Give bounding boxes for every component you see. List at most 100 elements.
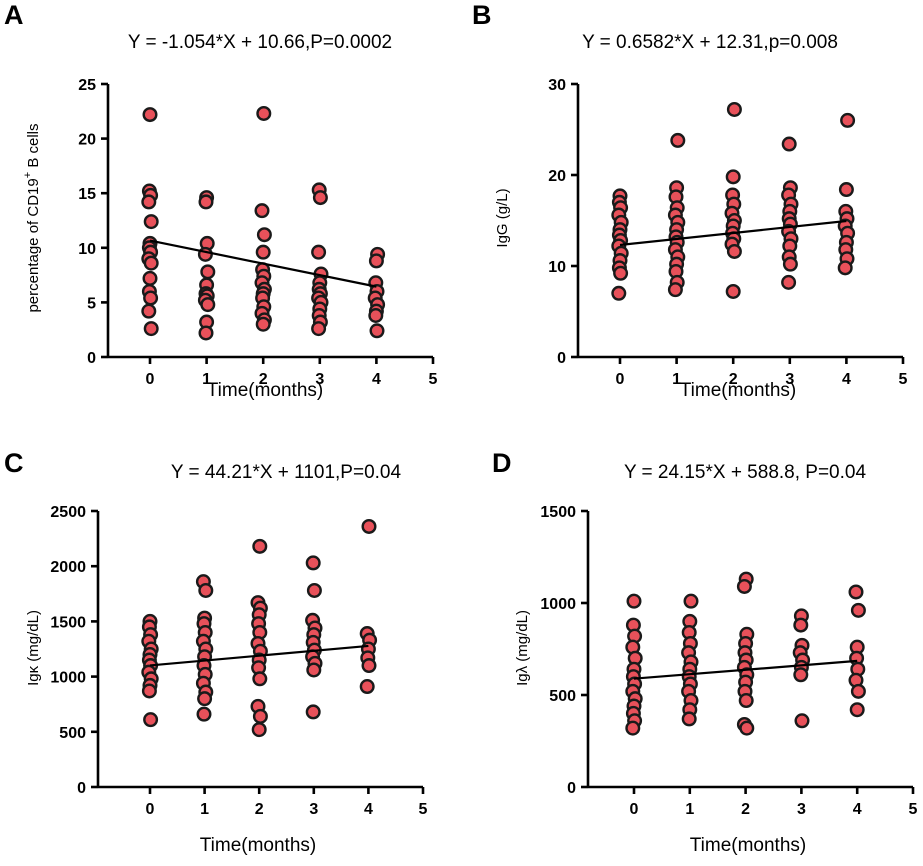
panel-b-data-point	[667, 282, 683, 298]
panel-a-ylabel: percentage of CD19+ B cells	[22, 123, 42, 312]
panel-d-y-tick-label: 0	[567, 780, 576, 797]
panel-c-x-tick-label: 1	[200, 801, 209, 818]
panel-d-x-tick-label: 3	[797, 801, 806, 818]
panel-d-x-tick-label: 1	[685, 801, 694, 818]
panel-c-y-tick-label: 0	[77, 780, 86, 797]
panel-d-x-tick-label: 4	[853, 801, 862, 818]
panel-c-data-point	[306, 662, 322, 678]
panel-a-data-point	[254, 203, 270, 219]
panel-a-ylabel-prefix: percentage of CD19	[25, 178, 42, 312]
panel-b-y-tick-label: 20	[548, 168, 566, 185]
panel-a-data-point	[143, 255, 159, 271]
panel-c-title: Y = 44.21*X + 1101,P=0.04	[171, 462, 402, 483]
panel-c-y-tick-label: 1000	[50, 670, 86, 687]
panel-d-data-point	[626, 593, 642, 609]
panel-c-x-tick-label: 3	[309, 801, 318, 818]
panel-d-data-point	[793, 667, 809, 683]
panel-c-data-point	[196, 706, 212, 722]
panel-a-x-tick-label: 2	[259, 371, 268, 388]
panel-a-data-point	[368, 308, 384, 324]
panel-d-title: Y = 24.15*X + 588.8, P=0.04	[624, 462, 867, 483]
panel-a: A Y = -1.054*X + 10.66,P=0.0002 percenta…	[4, 0, 438, 401]
panel-d-ylabel: Igλ (mg/dL)	[514, 610, 531, 686]
panel-b-x-tick-label: 2	[729, 371, 738, 388]
panel-d-data-point	[681, 711, 697, 727]
panel-b-xlabel: Time(months)	[680, 380, 796, 401]
panel-a-y-tick-label: 5	[87, 295, 96, 312]
panel-d-y-tick-label: 1000	[540, 596, 576, 613]
panel-a-x-tick-label: 5	[429, 371, 438, 388]
panel-c-data-point	[252, 671, 268, 687]
panel-a-y-tick-label: 25	[78, 77, 96, 94]
panel-a-y-tick-label: 15	[78, 186, 96, 203]
panel-d-data-point	[794, 713, 810, 729]
panel-a-title: Y = -1.054*X + 10.66,P=0.0002	[128, 32, 392, 53]
panel-a-data-point	[311, 244, 327, 260]
panel-b-data-point	[781, 274, 797, 290]
panel-b-y-tick-label: 10	[548, 259, 566, 276]
panel-b-ylabel: IgG (g/L)	[494, 188, 511, 247]
panel-b-data-point	[725, 283, 741, 299]
panel-d-data-point	[848, 584, 864, 600]
panel-c-x-tick-label: 4	[364, 801, 373, 818]
panel-a-ylabel-suffix: B cells	[25, 123, 42, 171]
panel-a-data-point	[141, 303, 157, 319]
panel-b-x-tick-label: 0	[616, 371, 625, 388]
panel-b-data-point	[611, 285, 627, 301]
panel-d-x-tick-label: 2	[741, 801, 750, 818]
panel-a-data-point	[142, 107, 158, 123]
panel-a-x-tick-label: 0	[146, 371, 155, 388]
panel-b-data-point	[838, 182, 854, 198]
panel-a-y-tick-label: 20	[78, 132, 96, 149]
panel-b-x-tick-label: 5	[899, 371, 908, 388]
panel-a-y-tick-label: 0	[87, 350, 96, 367]
panel-c-x-tick-label: 5	[419, 801, 428, 818]
panel-c-data-point	[251, 722, 267, 738]
panel-d-regression-line	[633, 659, 858, 680]
panel-c-data-point	[361, 518, 377, 534]
panel-a-data-point	[143, 321, 159, 337]
panel-d-data-point	[850, 683, 866, 699]
panel-c-y-tick-label: 500	[59, 725, 86, 742]
panel-b-y-tick-label: 30	[548, 77, 566, 94]
panel-d-data-point	[793, 617, 809, 633]
panel-c-plot: 0 500 1000 1500 2000 2500 0 1 2 3 4 5	[50, 504, 427, 818]
panel-d-y-tick-label: 1500	[540, 504, 576, 521]
panel-a-xlabel: Time(months)	[207, 380, 323, 401]
panel-d-x-tick-label: 5	[909, 801, 918, 818]
panel-b-title: Y = 0.6582*X + 12.31,p=0.008	[582, 32, 838, 53]
panel-c-data-point	[197, 691, 213, 707]
panel-d-x-tick-label: 0	[630, 801, 639, 818]
panel-d-data-point	[739, 720, 755, 736]
panel-a-x-tick-label: 3	[315, 371, 324, 388]
panel-d-letter: D	[492, 448, 512, 478]
panel-c-data-point	[361, 658, 377, 674]
panel-c-y-tick-label: 2500	[50, 504, 86, 521]
panel-b-data-point	[670, 132, 686, 148]
panel-c-y-tick-label: 1500	[50, 614, 86, 631]
panel-b-regression-line	[619, 219, 847, 247]
panel-d-data-point	[736, 578, 752, 594]
panel-a-plot: 0 5 10 15 20 25 0 1 2 3 4 5	[78, 77, 437, 388]
panel-a-data-point	[141, 194, 157, 210]
panel-a-letter: A	[4, 0, 24, 30]
panel-b-x-tick-label: 3	[785, 371, 794, 388]
panel-a-data-point	[312, 190, 328, 206]
panel-a-data-point	[143, 214, 159, 230]
panel-b-x-tick-label: 4	[842, 371, 851, 388]
panel-a-data-point	[200, 264, 216, 280]
panel-c-data-point	[305, 704, 321, 720]
panel-b-data-point	[726, 101, 742, 117]
panel-a-data-point	[200, 297, 216, 313]
panel-a-data-point	[143, 290, 159, 306]
panel-d-y-tick-label: 500	[549, 688, 576, 705]
panel-a-data-point	[142, 270, 158, 286]
panel-a-regression-line	[149, 239, 377, 288]
panel-c-data-point	[359, 679, 375, 695]
panel-b-data-point	[613, 265, 629, 281]
panel-d-data-point	[849, 702, 865, 718]
panel-c-ylabel: Igκ (mg/dL)	[25, 610, 42, 686]
panel-c-data-point	[306, 582, 322, 598]
panel-d-data-point	[683, 593, 699, 609]
